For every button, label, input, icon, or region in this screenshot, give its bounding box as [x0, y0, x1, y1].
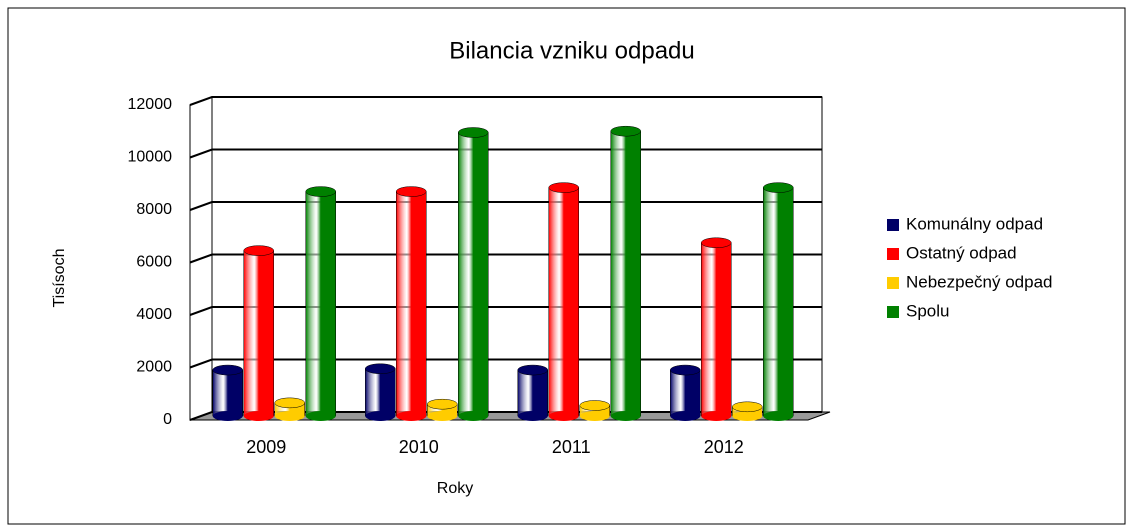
- bar-top: [305, 186, 336, 197]
- bar: [396, 191, 427, 417]
- bar-bottom: [427, 411, 458, 421]
- bar-top: [396, 186, 427, 197]
- bar-bottom: [212, 411, 243, 421]
- bar: [305, 191, 336, 417]
- y-tick-label: 12000: [128, 96, 173, 113]
- bar-top: [610, 125, 641, 137]
- legend-label: Komunálny odpad: [906, 214, 1043, 233]
- bar-top: [701, 237, 732, 248]
- legend-swatch: [887, 248, 899, 260]
- bar-bottom: [610, 411, 641, 421]
- y-tick-label: 6000: [136, 254, 172, 271]
- legend-swatch: [887, 306, 899, 318]
- bar-bottom: [305, 411, 336, 421]
- bar-bottom: [396, 411, 427, 421]
- legend-swatch: [887, 219, 899, 231]
- bar-bottom: [365, 411, 396, 421]
- x-tick-label: 2012: [704, 437, 744, 457]
- chart-title: Bilancia vzniku odpadu: [449, 37, 695, 64]
- legend-label: Nebezpečný odpad: [906, 272, 1053, 291]
- legend-swatch: [887, 277, 899, 289]
- bar-top: [365, 363, 396, 374]
- bar-bottom: [763, 411, 794, 421]
- bar-top: [579, 400, 610, 411]
- bar-bottom: [670, 411, 701, 421]
- bar: [212, 369, 243, 417]
- x-axis-label: Roky: [437, 480, 473, 497]
- x-tick-label: 2010: [399, 437, 439, 457]
- bar-bottom: [701, 411, 732, 421]
- bar: [458, 132, 489, 417]
- bar-top: [732, 401, 763, 413]
- bar-top: [427, 398, 458, 410]
- bar: [670, 369, 701, 417]
- grid-line: [189, 96, 822, 106]
- bar-top: [274, 397, 305, 409]
- y-tick-label: 2000: [136, 359, 172, 376]
- bar-top: [212, 364, 243, 376]
- bar-top: [670, 364, 701, 376]
- y-tick-label: 8000: [136, 201, 172, 218]
- bar: [243, 250, 274, 417]
- bar-bottom: [579, 411, 610, 421]
- bar-bottom: [732, 411, 763, 421]
- bar-bottom: [274, 411, 305, 421]
- legend-label: Spolu: [906, 301, 949, 320]
- bar: [763, 187, 794, 417]
- bar-bottom: [243, 411, 274, 421]
- bar-top: [763, 182, 794, 193]
- bar-bottom: [458, 411, 489, 421]
- bar-top: [458, 127, 489, 138]
- y-tick-label: 0: [163, 411, 172, 428]
- bar: [548, 187, 579, 417]
- legend-label: Ostatný odpad: [906, 243, 1017, 262]
- x-tick-label: 2009: [246, 437, 286, 457]
- y-axis-label: Tisísoch: [51, 249, 68, 308]
- bar: [365, 368, 396, 417]
- y-tick-label: 10000: [128, 149, 173, 166]
- y-tick-label: 4000: [136, 306, 172, 323]
- x-tick-label: 2011: [552, 437, 591, 457]
- bar-top: [548, 182, 579, 193]
- bar: [610, 130, 641, 417]
- bar-top: [243, 245, 274, 256]
- bar-top: [517, 364, 548, 376]
- bar-bottom: [517, 411, 548, 421]
- bar: [701, 242, 732, 417]
- bar: [517, 369, 548, 417]
- bar-bottom: [548, 411, 579, 421]
